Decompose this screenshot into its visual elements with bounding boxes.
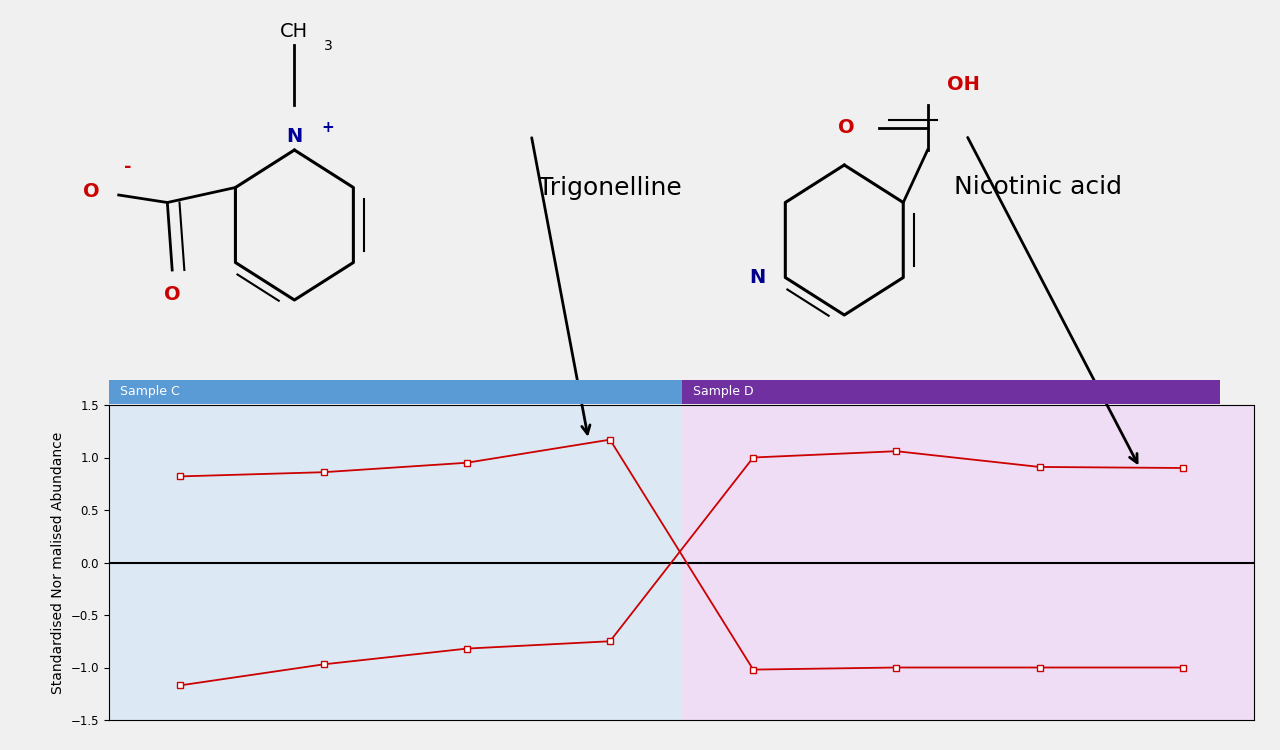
Bar — [682, 405, 1254, 720]
Text: CH: CH — [280, 22, 308, 41]
Text: Sample C: Sample C — [120, 385, 180, 398]
Text: Trigonelline: Trigonelline — [538, 176, 681, 200]
Text: 3: 3 — [324, 38, 333, 53]
Text: +: + — [321, 120, 334, 135]
Text: Nicotinic acid: Nicotinic acid — [954, 176, 1121, 200]
Text: O: O — [838, 118, 855, 137]
Text: OH: OH — [947, 75, 980, 94]
Text: N: N — [287, 128, 302, 146]
Y-axis label: Standardised Nor malised Abundance: Standardised Nor malised Abundance — [51, 431, 65, 694]
Text: N: N — [750, 268, 765, 287]
Bar — [682, 380, 1220, 404]
Text: -: - — [124, 158, 131, 176]
Bar — [109, 405, 682, 720]
Text: O: O — [164, 285, 180, 304]
Bar — [109, 380, 682, 404]
Text: Sample D: Sample D — [692, 385, 754, 398]
Text: O: O — [83, 182, 100, 201]
